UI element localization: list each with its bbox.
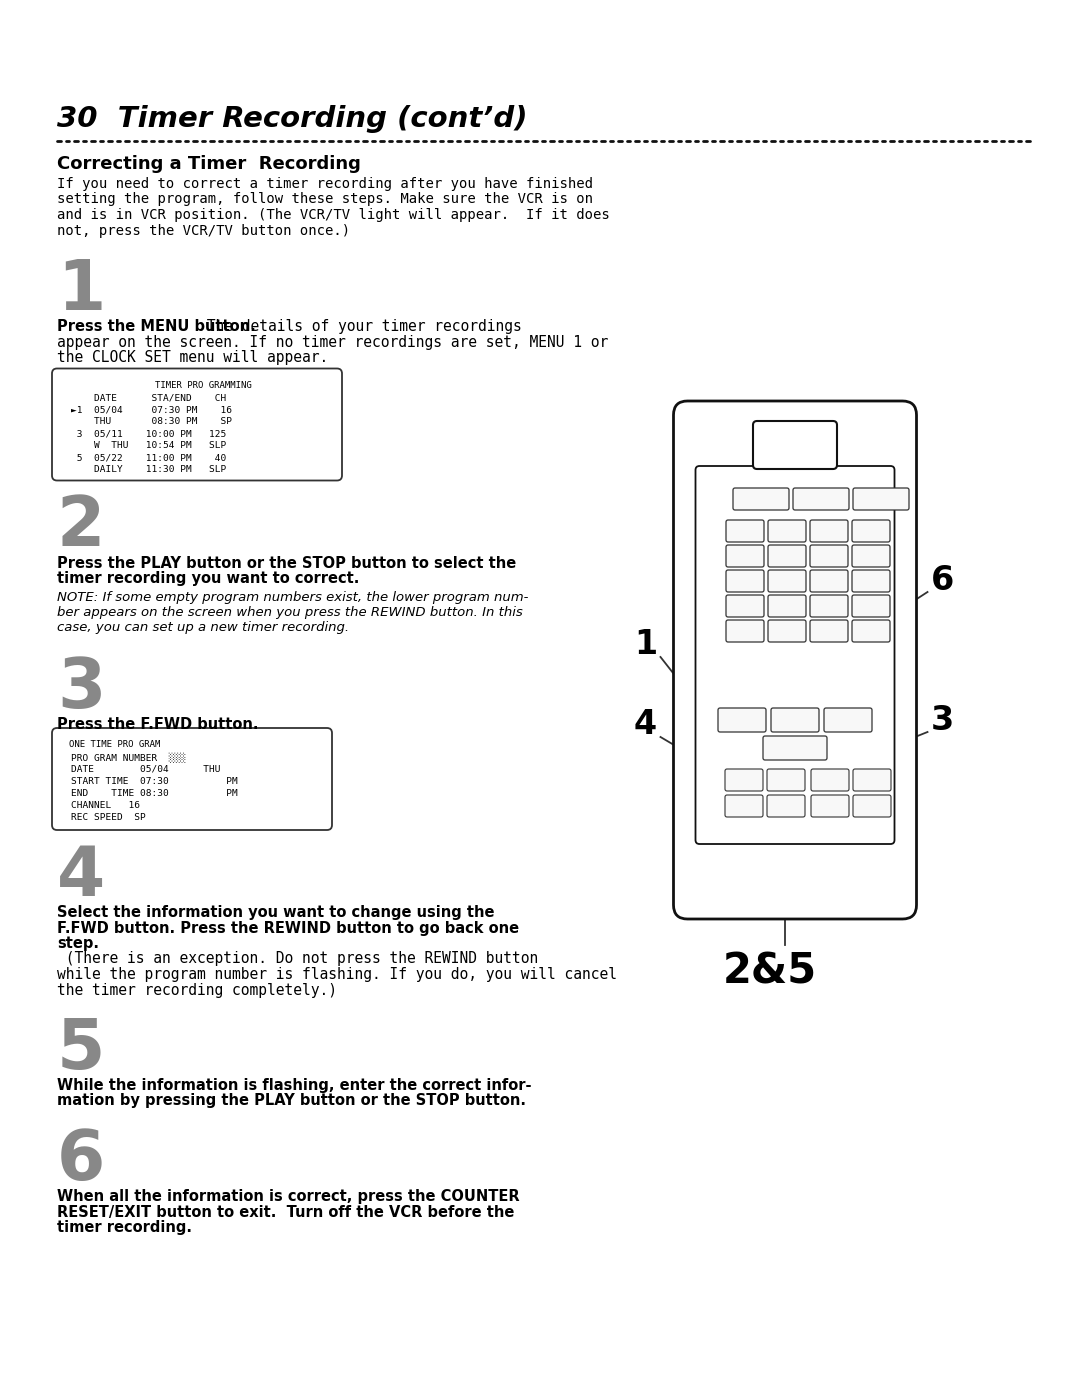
Text: mation by pressing the PLAY button or the STOP button.: mation by pressing the PLAY button or th… bbox=[57, 1094, 526, 1108]
FancyBboxPatch shape bbox=[793, 488, 849, 510]
Text: When all the information is correct, press the COUNTER: When all the information is correct, pre… bbox=[57, 1189, 519, 1204]
Text: step.: step. bbox=[57, 936, 99, 951]
Text: the CLOCK SET menu will appear.: the CLOCK SET menu will appear. bbox=[57, 351, 328, 365]
Text: 30  Timer Recording (cont’d): 30 Timer Recording (cont’d) bbox=[57, 105, 527, 133]
Text: The details of your timer recordings: The details of your timer recordings bbox=[198, 319, 522, 334]
Text: 1: 1 bbox=[57, 257, 105, 324]
Text: START TIME  07:30          PM: START TIME 07:30 PM bbox=[71, 777, 238, 787]
Text: THU       08:30 PM    SP: THU 08:30 PM SP bbox=[71, 418, 232, 426]
FancyBboxPatch shape bbox=[810, 620, 848, 643]
FancyBboxPatch shape bbox=[852, 520, 890, 542]
FancyBboxPatch shape bbox=[52, 369, 342, 481]
Text: CHANNEL   16: CHANNEL 16 bbox=[71, 800, 140, 810]
Text: the timer recording completely.): the timer recording completely.) bbox=[57, 982, 337, 997]
Text: case, you can set up a new timer recording.: case, you can set up a new timer recordi… bbox=[57, 622, 349, 634]
Text: 6: 6 bbox=[57, 1127, 106, 1194]
FancyBboxPatch shape bbox=[52, 728, 332, 830]
FancyBboxPatch shape bbox=[810, 545, 848, 567]
Text: timer recording you want to correct.: timer recording you want to correct. bbox=[57, 571, 360, 585]
FancyBboxPatch shape bbox=[767, 795, 805, 817]
FancyBboxPatch shape bbox=[726, 520, 764, 542]
Text: DATE      STA/END    CH: DATE STA/END CH bbox=[71, 394, 226, 402]
Text: DAILY    11:30 PM   SLP: DAILY 11:30 PM SLP bbox=[71, 465, 226, 475]
Text: DATE        05/04      THU: DATE 05/04 THU bbox=[71, 766, 220, 774]
FancyBboxPatch shape bbox=[696, 467, 894, 844]
FancyBboxPatch shape bbox=[726, 545, 764, 567]
Text: not, press the VCR/TV button once.): not, press the VCR/TV button once.) bbox=[57, 224, 350, 237]
FancyBboxPatch shape bbox=[810, 520, 848, 542]
FancyBboxPatch shape bbox=[767, 768, 805, 791]
FancyBboxPatch shape bbox=[674, 401, 917, 919]
Text: timer recording.: timer recording. bbox=[57, 1220, 192, 1235]
Text: while the program number is flashing. If you do, you will cancel: while the program number is flashing. If… bbox=[57, 967, 617, 982]
Text: 2: 2 bbox=[57, 493, 106, 560]
FancyBboxPatch shape bbox=[718, 708, 766, 732]
FancyBboxPatch shape bbox=[768, 620, 806, 643]
Text: 3: 3 bbox=[57, 655, 106, 722]
FancyBboxPatch shape bbox=[853, 795, 891, 817]
FancyBboxPatch shape bbox=[810, 570, 848, 592]
Text: 3  05/11    10:00 PM   125: 3 05/11 10:00 PM 125 bbox=[71, 429, 226, 439]
FancyBboxPatch shape bbox=[726, 570, 764, 592]
FancyBboxPatch shape bbox=[768, 595, 806, 617]
Text: Correcting a Timer  Recording: Correcting a Timer Recording bbox=[57, 155, 361, 173]
Text: 6: 6 bbox=[931, 563, 954, 597]
FancyBboxPatch shape bbox=[852, 570, 890, 592]
FancyBboxPatch shape bbox=[852, 620, 890, 643]
FancyBboxPatch shape bbox=[852, 595, 890, 617]
Text: PRO GRAM NUMBER  ░░░: PRO GRAM NUMBER ░░░ bbox=[71, 753, 186, 763]
FancyBboxPatch shape bbox=[824, 708, 872, 732]
Text: If you need to correct a timer recording after you have finished: If you need to correct a timer recording… bbox=[57, 177, 593, 191]
FancyBboxPatch shape bbox=[762, 736, 827, 760]
FancyBboxPatch shape bbox=[733, 488, 789, 510]
FancyBboxPatch shape bbox=[810, 595, 848, 617]
Text: Press the MENU button.: Press the MENU button. bbox=[57, 319, 256, 334]
FancyBboxPatch shape bbox=[852, 545, 890, 567]
FancyBboxPatch shape bbox=[811, 795, 849, 817]
FancyBboxPatch shape bbox=[768, 570, 806, 592]
FancyBboxPatch shape bbox=[771, 708, 819, 732]
FancyBboxPatch shape bbox=[768, 545, 806, 567]
Text: ►1  05/04     07:30 PM    16: ►1 05/04 07:30 PM 16 bbox=[71, 405, 232, 415]
Text: Press the PLAY button or the STOP button to select the: Press the PLAY button or the STOP button… bbox=[57, 556, 516, 570]
Text: RESET/EXIT button to exit.  Turn off the VCR before the: RESET/EXIT button to exit. Turn off the … bbox=[57, 1204, 514, 1220]
FancyBboxPatch shape bbox=[853, 488, 909, 510]
Text: appear on the screen. If no timer recordings are set, MENU 1 or: appear on the screen. If no timer record… bbox=[57, 334, 608, 349]
Text: 4: 4 bbox=[57, 842, 105, 909]
Text: NOTE: If some empty program numbers exist, the lower program num-: NOTE: If some empty program numbers exis… bbox=[57, 591, 528, 604]
FancyBboxPatch shape bbox=[768, 520, 806, 542]
Text: ber appears on the screen when you press the REWIND button. In this: ber appears on the screen when you press… bbox=[57, 606, 523, 619]
Text: 5: 5 bbox=[57, 1016, 106, 1083]
Text: 3: 3 bbox=[931, 704, 954, 736]
FancyBboxPatch shape bbox=[726, 595, 764, 617]
Text: 2&5: 2&5 bbox=[723, 950, 818, 992]
Text: END    TIME 08:30          PM: END TIME 08:30 PM bbox=[71, 789, 238, 798]
Text: REC SPEED  SP: REC SPEED SP bbox=[71, 813, 146, 821]
Text: Press the F.FWD button.: Press the F.FWD button. bbox=[57, 717, 258, 732]
Text: 5  05/22    11:00 PM    40: 5 05/22 11:00 PM 40 bbox=[71, 454, 226, 462]
Text: and is in VCR position. (The VCR/TV light will appear.  If it does: and is in VCR position. (The VCR/TV ligh… bbox=[57, 208, 610, 222]
Text: ONE TIME PRO GRAM: ONE TIME PRO GRAM bbox=[69, 740, 160, 749]
Text: TIMER PRO GRAMMING: TIMER PRO GRAMMING bbox=[156, 380, 252, 390]
Text: 4: 4 bbox=[634, 708, 657, 742]
FancyBboxPatch shape bbox=[753, 420, 837, 469]
Text: (There is an exception. Do not press the REWIND button: (There is an exception. Do not press the… bbox=[57, 951, 538, 967]
Text: F.FWD button. Press the REWIND button to go back one: F.FWD button. Press the REWIND button to… bbox=[57, 921, 519, 936]
FancyBboxPatch shape bbox=[725, 795, 762, 817]
Text: While the information is flashing, enter the correct infor-: While the information is flashing, enter… bbox=[57, 1078, 531, 1092]
Text: 1: 1 bbox=[634, 629, 657, 662]
FancyBboxPatch shape bbox=[811, 768, 849, 791]
Text: W  THU   10:54 PM   SLP: W THU 10:54 PM SLP bbox=[71, 441, 226, 450]
FancyBboxPatch shape bbox=[853, 768, 891, 791]
Text: setting the program, follow these steps. Make sure the VCR is on: setting the program, follow these steps.… bbox=[57, 193, 593, 207]
Text: Select the information you want to change using the: Select the information you want to chang… bbox=[57, 905, 495, 921]
FancyBboxPatch shape bbox=[726, 620, 764, 643]
FancyBboxPatch shape bbox=[725, 768, 762, 791]
